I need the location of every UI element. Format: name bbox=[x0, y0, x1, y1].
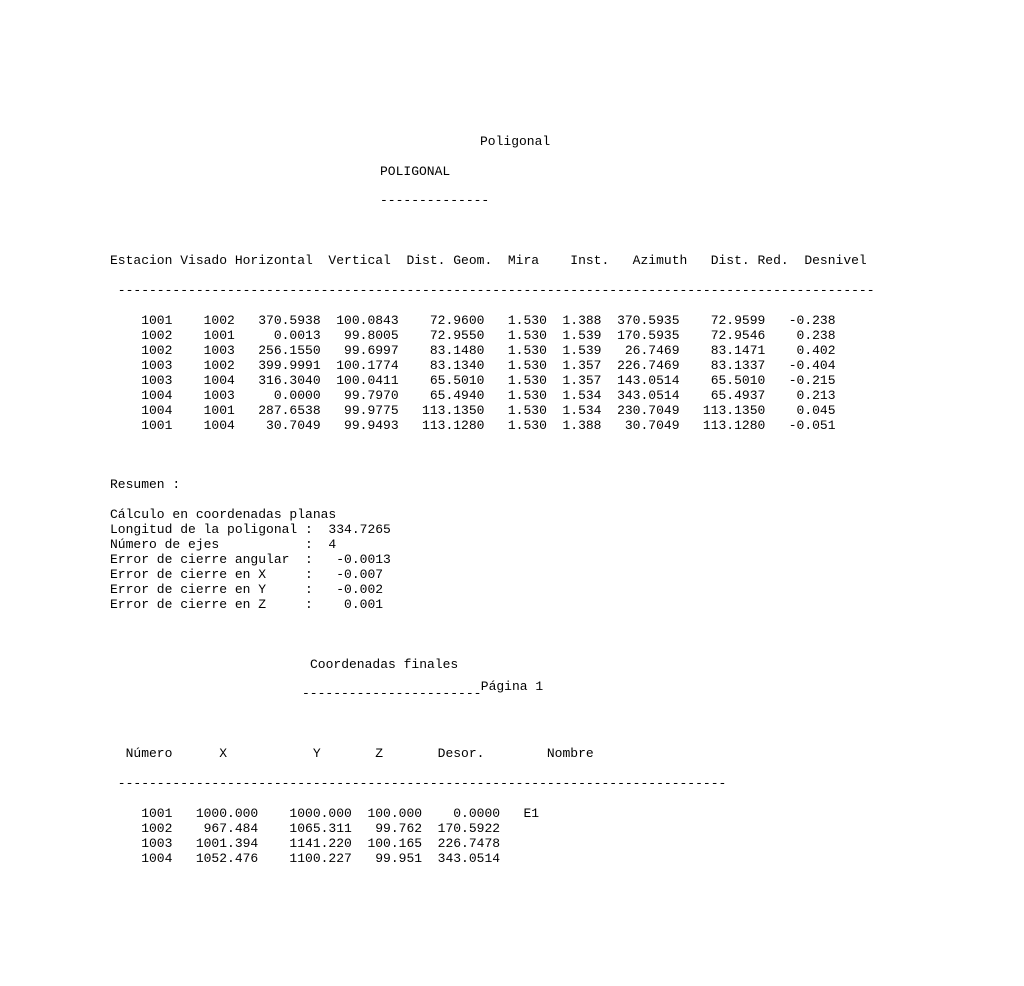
summary-line: Error de cierre angular : -0.0013 bbox=[110, 553, 1024, 568]
summary-line: Error de cierre en Z : 0.001 bbox=[110, 598, 1024, 613]
title-sub-underline: -------------- bbox=[110, 194, 1024, 209]
table-row: 1004 1052.476 1100.227 99.951 343.0514 bbox=[110, 852, 1024, 867]
table-row: 1001 1000.000 1000.000 100.000 0.0000 E1 bbox=[110, 807, 1024, 822]
blank-line bbox=[110, 448, 1024, 463]
blank-line bbox=[110, 717, 1024, 732]
table-row: 1002 967.484 1065.311 99.762 170.5922 bbox=[110, 822, 1024, 837]
table1-body: 1001 1002 370.5938 100.0843 72.9600 1.53… bbox=[110, 314, 1024, 434]
title-main: Poligonal bbox=[110, 135, 1024, 150]
blank-line bbox=[110, 628, 1024, 643]
summary-line: Número de ejes : 4 bbox=[110, 538, 1024, 553]
table2-divider: ----------------------------------------… bbox=[110, 777, 1024, 792]
summary-header: Resumen : bbox=[110, 478, 1024, 493]
table-row: 1001 1002 370.5938 100.0843 72.9600 1.53… bbox=[110, 314, 1024, 329]
table-row: 1003 1002 399.9991 100.1774 83.1340 1.53… bbox=[110, 359, 1024, 374]
blank-line bbox=[110, 224, 1024, 239]
page-footer: Página 1 bbox=[0, 680, 1024, 695]
table-row: 1004 1003 0.0000 99.7970 65.4940 1.530 1… bbox=[110, 389, 1024, 404]
summary-line: Cálculo en coordenadas planas bbox=[110, 508, 1024, 523]
report-page: Poligonal POLIGONAL -------------- Estac… bbox=[0, 60, 1024, 882]
summary-line: Error de cierre en X : -0.007 bbox=[110, 568, 1024, 583]
table2-header-row: Número X Y Z Desor. Nombre bbox=[110, 747, 1024, 762]
table-row: 1003 1001.394 1141.220 100.165 226.7478 bbox=[110, 837, 1024, 852]
table-row: 1003 1004 316.3040 100.0411 65.5010 1.53… bbox=[110, 374, 1024, 389]
table-row: 1004 1001 287.6538 99.9775 113.1350 1.53… bbox=[110, 404, 1024, 419]
table-row: 1002 1001 0.0013 99.8005 72.9550 1.530 1… bbox=[110, 329, 1024, 344]
table-row: 1001 1004 30.7049 99.9493 113.1280 1.530… bbox=[110, 419, 1024, 434]
title-sub: POLIGONAL bbox=[110, 165, 1024, 180]
table1-header-row: Estacion Visado Horizontal Vertical Dist… bbox=[110, 254, 1024, 269]
table-row: 1002 1003 256.1550 99.6997 83.1480 1.530… bbox=[110, 344, 1024, 359]
table2-body: 1001 1000.000 1000.000 100.000 0.0000 E1… bbox=[110, 807, 1024, 867]
coords-title: Coordenadas finales bbox=[110, 658, 1024, 673]
table1-divider: ----------------------------------------… bbox=[110, 284, 1024, 299]
summary-line: Error de cierre en Y : -0.002 bbox=[110, 583, 1024, 598]
summary-body: Cálculo en coordenadas planasLongitud de… bbox=[110, 508, 1024, 613]
summary-line: Longitud de la poligonal : 334.7265 bbox=[110, 523, 1024, 538]
